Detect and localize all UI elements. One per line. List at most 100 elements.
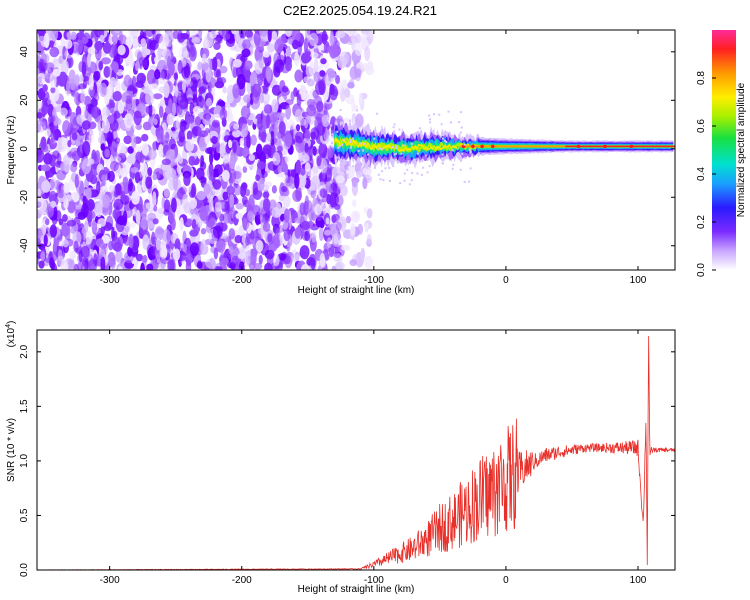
noise-blob	[99, 34, 105, 44]
noise-blob	[77, 211, 86, 221]
noise-blob	[87, 53, 92, 68]
snr-axes: -300 -200 -100 0 100 0.0 0.5 1.0 1.5 2.0	[19, 330, 675, 586]
noise-blob	[221, 170, 230, 182]
noise-blob	[283, 208, 290, 224]
colorbar-tick-label: 0.6	[696, 119, 707, 133]
noise-blob	[205, 66, 212, 83]
noise-blob	[331, 233, 342, 248]
noise-blob	[200, 228, 207, 235]
y-tick-label: -20	[19, 190, 30, 205]
noise-blob	[271, 84, 282, 96]
sparse-point	[459, 168, 462, 171]
noise-blob	[142, 234, 150, 250]
noise-blob	[319, 252, 326, 268]
noise-blob	[50, 30, 59, 42]
sparse-point	[373, 166, 376, 169]
noise-blob	[66, 219, 77, 227]
noise-blob	[127, 246, 133, 257]
noise-blob	[107, 131, 113, 148]
sparse-point	[468, 148, 471, 151]
sparse-point	[392, 145, 395, 148]
noise-blob	[177, 32, 185, 43]
noise-blob	[171, 197, 177, 213]
noise-blob	[69, 250, 77, 260]
noise-blob	[360, 32, 367, 45]
noise-blob	[42, 84, 48, 93]
noise-blob	[161, 158, 171, 166]
sparse-point	[376, 161, 379, 164]
noise-blob	[304, 128, 311, 141]
noise-blob	[344, 87, 351, 98]
noise-blob	[334, 261, 345, 270]
noise-blob	[190, 77, 198, 92]
noise-blob	[326, 45, 335, 54]
noise-blob	[208, 196, 214, 212]
noise-blob	[93, 253, 98, 267]
sparse-point	[380, 170, 383, 173]
signal-peak	[603, 144, 607, 149]
noise-blob	[94, 41, 103, 51]
sparse-point	[369, 129, 372, 132]
sparse-point	[384, 167, 387, 170]
noise-blob	[266, 132, 272, 142]
noise-blob	[117, 99, 125, 114]
noise-blob	[349, 66, 359, 80]
noise-blob	[299, 245, 310, 260]
noise-blob	[188, 46, 197, 62]
sparse-point	[346, 176, 349, 179]
noise-blob	[191, 218, 197, 230]
noise-blob	[255, 37, 260, 50]
noise-blob	[214, 80, 225, 89]
sparse-point	[388, 179, 391, 182]
noise-blob	[67, 139, 72, 148]
noise-blob	[123, 135, 132, 145]
noise-blob	[291, 39, 299, 50]
noise-blob	[114, 80, 121, 94]
noise-blob	[198, 86, 206, 95]
noise-blob	[88, 130, 95, 144]
x-tick-label: -200	[232, 275, 252, 286]
noise-blob	[251, 83, 262, 98]
noise-blob	[122, 176, 129, 188]
colorbar-tick-label: 0.2	[696, 215, 707, 229]
noise-blob	[345, 215, 352, 224]
noise-blob	[189, 229, 199, 237]
noise-blob	[49, 176, 57, 192]
noise-blob	[82, 140, 91, 157]
noise-blob	[183, 173, 191, 187]
sparse-point	[366, 174, 369, 177]
noise-blob	[329, 85, 339, 101]
noise-blob	[134, 171, 141, 184]
noise-blob	[115, 249, 123, 263]
noise-blob	[37, 35, 47, 43]
noise-blob	[255, 174, 260, 182]
noise-blob	[262, 144, 272, 155]
noise-blob	[360, 247, 366, 261]
noise-blob	[205, 114, 211, 122]
noise-blob	[352, 199, 357, 208]
noise-blob	[163, 82, 170, 98]
noise-blob	[222, 264, 228, 270]
noise-blob	[145, 89, 155, 106]
noise-blob	[301, 220, 310, 231]
noise-blob	[128, 178, 133, 192]
noise-blob	[174, 85, 179, 98]
noise-blob	[353, 212, 360, 219]
noise-blob	[314, 203, 322, 216]
noise-blob	[212, 225, 223, 239]
x-tick-label: -300	[100, 575, 120, 586]
noise-blob	[160, 68, 167, 80]
noise-blob	[287, 119, 295, 131]
noise-blob	[37, 112, 43, 119]
noise-blob	[113, 241, 123, 252]
noise-blob	[316, 155, 322, 167]
noise-blob	[118, 30, 124, 45]
noise-blob	[60, 59, 69, 75]
noise-blob	[238, 260, 245, 270]
noise-blob	[80, 89, 86, 105]
noise-blob	[361, 63, 369, 71]
noise-blob	[294, 131, 305, 144]
noise-blob	[113, 156, 122, 163]
noise-blob	[366, 208, 373, 219]
